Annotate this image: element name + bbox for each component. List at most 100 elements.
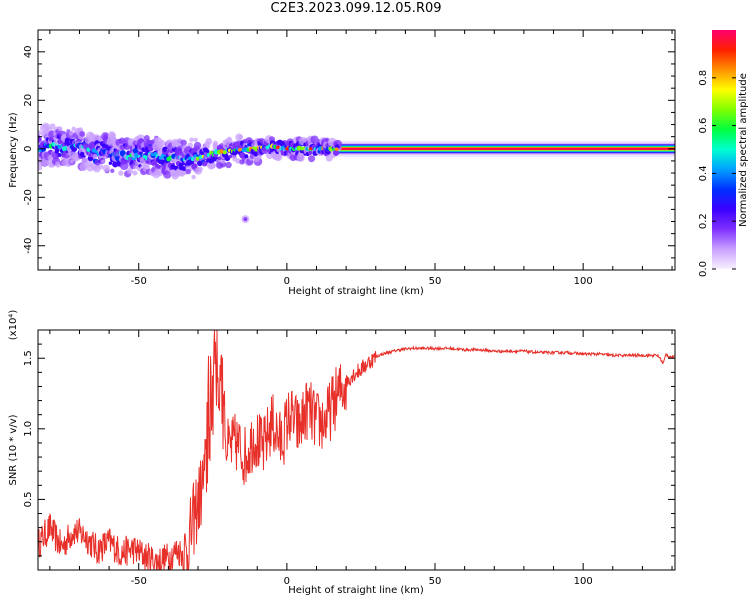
spectrogram-x-ticks: -50 0 50 100	[49, 30, 673, 287]
spectrogram-cell	[59, 148, 63, 153]
colorbar-ticks: 0.0 0.2 0.4 0.6 0.8	[698, 70, 736, 277]
colorbar-tick-label: 0.0	[698, 261, 709, 277]
spectrogram-cell	[222, 150, 227, 155]
spectrogram-cell	[310, 135, 319, 144]
y-tick-label: 1.5	[23, 350, 34, 366]
snr-series-line	[38, 330, 675, 570]
x-tick-label: 50	[429, 576, 442, 587]
spectrogram-cell	[235, 133, 243, 142]
spectrogram-cell	[102, 164, 110, 173]
x-tick-label: -50	[131, 576, 147, 587]
spectrogram-cell	[79, 130, 85, 137]
spectrogram-cell	[109, 132, 116, 140]
spectrogram-cell	[180, 139, 187, 146]
spectrogram-cell	[127, 156, 132, 161]
colorbar-tick-label: 0.2	[698, 213, 709, 229]
y-tick-label: 0.5	[23, 491, 34, 507]
spectrogram-cell	[205, 138, 213, 145]
spectrogram-cell	[55, 161, 62, 168]
spectrogram-cell	[202, 160, 208, 166]
spectrogram-cell	[110, 168, 115, 173]
spectrogram-cell	[279, 140, 286, 147]
spectrogram-cell	[49, 123, 56, 130]
spectrogram-cell	[153, 157, 158, 162]
x-tick-label: 0	[284, 576, 290, 587]
spectrogram-cell	[198, 155, 203, 160]
spectrogram-heatmap	[38, 122, 675, 224]
spectrogram-cell	[48, 136, 54, 142]
spectrogram-cell	[163, 170, 172, 179]
spectrogram-isolated-blob	[243, 217, 248, 222]
spectrogram-cell	[124, 144, 130, 151]
spectrogram-cell	[159, 139, 166, 147]
snr-x-ticks: -50 0 50 100	[49, 330, 673, 587]
spectrogram-cell	[169, 149, 174, 154]
y-tick-label: 40	[23, 45, 34, 58]
spectrogram-peak	[276, 145, 280, 149]
spectrogram-cell	[54, 149, 59, 154]
spectrogram-cell	[332, 149, 340, 156]
colorbar: 0.0 0.2 0.4 0.6 0.8 Normalized spectral ampl…	[698, 30, 749, 277]
spectrogram-peak	[237, 148, 242, 152]
y-tick-label: 1.0	[23, 421, 34, 437]
spectrogram-y-ticks: -40 -20 0 20 40	[23, 39, 675, 271]
spectrogram-peak	[220, 150, 224, 154]
snr-x-axis-label: Height of straight line (km)	[288, 585, 424, 596]
spectrogram-cell	[71, 126, 76, 132]
colorbar-tick-label: 0.6	[698, 118, 709, 134]
spectrogram-cell	[185, 168, 192, 175]
spectrogram-cell	[68, 130, 74, 136]
spectrogram-cell	[92, 153, 98, 159]
spectrogram-cell	[126, 167, 134, 175]
x-tick-label: 50	[429, 276, 442, 287]
spectrogram-peak	[285, 147, 289, 151]
spectrogram-cell	[227, 136, 232, 142]
spectrogram-cell	[308, 155, 316, 163]
snr-y-scale-label: (x10⁴)	[8, 310, 19, 341]
x-tick-label: 100	[574, 276, 593, 287]
spectrogram-cell	[132, 170, 138, 176]
spectrogram-cell	[225, 161, 232, 169]
spectrogram-cell	[69, 159, 74, 164]
colorbar-tick-label: 0.8	[698, 70, 709, 86]
spectrogram-panel: -50 0 50 100 -40 -20 0 20 40 Height of straight…	[8, 29, 676, 297]
y-tick-label: 0	[23, 146, 34, 152]
colorbar-label: Normalized spectral amplitude	[738, 73, 749, 227]
spectrogram-cell	[57, 126, 63, 132]
x-tick-label: 0	[284, 276, 290, 287]
spectrogram-cell	[181, 166, 187, 172]
spectrogram-x-axis-label: Height of straight line (km)	[288, 286, 424, 297]
spectrogram-frame	[37, 29, 676, 271]
spectrogram-cell	[193, 137, 198, 142]
snr-y-axis-label: SNR (10 * v/v)	[8, 414, 19, 485]
y-tick-label: -20	[23, 189, 34, 205]
spectrogram-cell	[191, 174, 196, 180]
spectrogram-cell	[152, 141, 161, 151]
spectrogram-cell	[87, 155, 94, 162]
spectrogram-cell	[98, 164, 104, 170]
snr-panel: -50 0 50 100 0.5 1.0 1.5 Height of straight l…	[8, 310, 676, 596]
spectrogram-cell	[57, 153, 62, 157]
spectrogram-cell	[212, 143, 218, 149]
spectrogram-cell	[193, 141, 202, 150]
spectrogram-cell	[132, 147, 139, 154]
spectrogram-cell	[103, 133, 109, 139]
spectrogram-cell	[296, 153, 305, 162]
spectrogram-cell	[206, 149, 210, 153]
spectrogram-cell	[244, 154, 249, 159]
spectrogram-cell	[81, 157, 89, 165]
snr-frame	[37, 329, 676, 571]
spectrogram-cell	[228, 154, 233, 159]
spectrogram-cell	[197, 166, 203, 172]
spectrogram-cell	[108, 161, 113, 165]
spectrogram-cell	[118, 170, 124, 176]
spectrogram-y-axis-label: Frequency (Hz)	[8, 112, 19, 188]
spectrogram-cell	[100, 159, 106, 164]
spectrogram-peak	[308, 147, 313, 151]
colorbar-gradient	[712, 30, 736, 269]
page-title: C2E3.2023.099.12.05.R09	[270, 1, 442, 16]
spectrogram-cell	[73, 152, 80, 159]
spectrogram-cell	[210, 162, 217, 169]
y-tick-label: 20	[23, 94, 34, 107]
y-tick-label: -40	[23, 238, 34, 254]
